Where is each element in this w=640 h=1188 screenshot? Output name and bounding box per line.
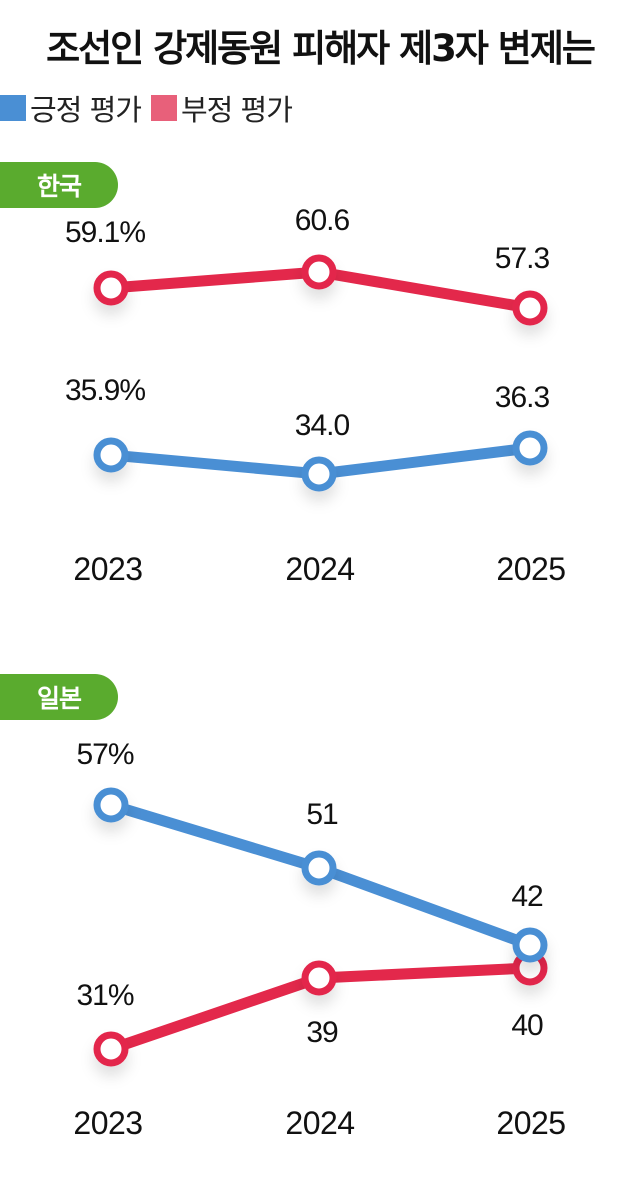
japan-xtick-2024: 2024 bbox=[285, 1105, 354, 1141]
korea-negative-label-2023: 59.1% bbox=[65, 216, 145, 249]
badge-japan: 일본 bbox=[0, 674, 118, 720]
korea-xtick-2025: 2025 bbox=[496, 551, 565, 587]
korea-line-chart: 59.1% 60.6 57.3 35.9% 34.0 36.3 2023 202… bbox=[65, 204, 566, 587]
korea-xtick-2023: 2023 bbox=[73, 551, 142, 587]
legend-swatch-negative bbox=[150, 95, 177, 121]
legend-label-negative: 부정 평가 bbox=[180, 93, 293, 127]
korea-positive-point-2025 bbox=[512, 430, 548, 466]
japan-positive-label-2025: 42 bbox=[511, 880, 543, 913]
korea-positive-label-2024: 34.0 bbox=[295, 409, 350, 442]
japan-negative-point-2023 bbox=[93, 1031, 129, 1067]
korea-negative-label-2024: 60.6 bbox=[295, 204, 350, 237]
japan-positive-label-2023: 57% bbox=[76, 738, 133, 771]
legend-swatch-positive bbox=[0, 95, 26, 121]
japan-positive-point-2025 bbox=[512, 927, 548, 963]
korea-negative-point-2023 bbox=[93, 270, 129, 306]
japan-xtick-2025: 2025 bbox=[496, 1105, 565, 1141]
japan-negative-label-2025: 40 bbox=[511, 1009, 543, 1042]
japan-negative-point-2024 bbox=[301, 960, 337, 996]
japan-negative-label-2024: 39 bbox=[306, 1016, 338, 1049]
japan-positive-label-2024: 51 bbox=[306, 798, 338, 831]
chart-title: 조선인 강제동원 피해자 제3자 변제는 bbox=[46, 27, 596, 70]
korea-negative-point-2025 bbox=[512, 290, 548, 326]
korea-positive-label-2023: 35.9% bbox=[65, 374, 145, 407]
legend-label-positive: 긍정 평가 bbox=[30, 93, 142, 127]
japan-positive-point-2024 bbox=[301, 850, 337, 886]
korea-positive-point-2024 bbox=[301, 456, 337, 492]
japan-negative-label-2023: 31% bbox=[76, 979, 133, 1012]
korea-positive-point-2023 bbox=[93, 437, 129, 473]
japan-line-chart: 57% 51 42 31% 39 40 2023 2024 2025 bbox=[73, 738, 566, 1141]
korea-negative-point-2024 bbox=[301, 254, 337, 290]
japan-positive-point-2023 bbox=[93, 787, 129, 823]
korea-negative-label-2025: 57.3 bbox=[495, 242, 550, 275]
legend: 긍정 평가 부정 평가 bbox=[0, 90, 302, 127]
badge-korea: 한국 bbox=[0, 162, 118, 208]
korea-positive-label-2025: 36.3 bbox=[495, 381, 550, 414]
japan-xtick-2023: 2023 bbox=[73, 1105, 142, 1141]
korea-xtick-2024: 2024 bbox=[285, 551, 354, 587]
